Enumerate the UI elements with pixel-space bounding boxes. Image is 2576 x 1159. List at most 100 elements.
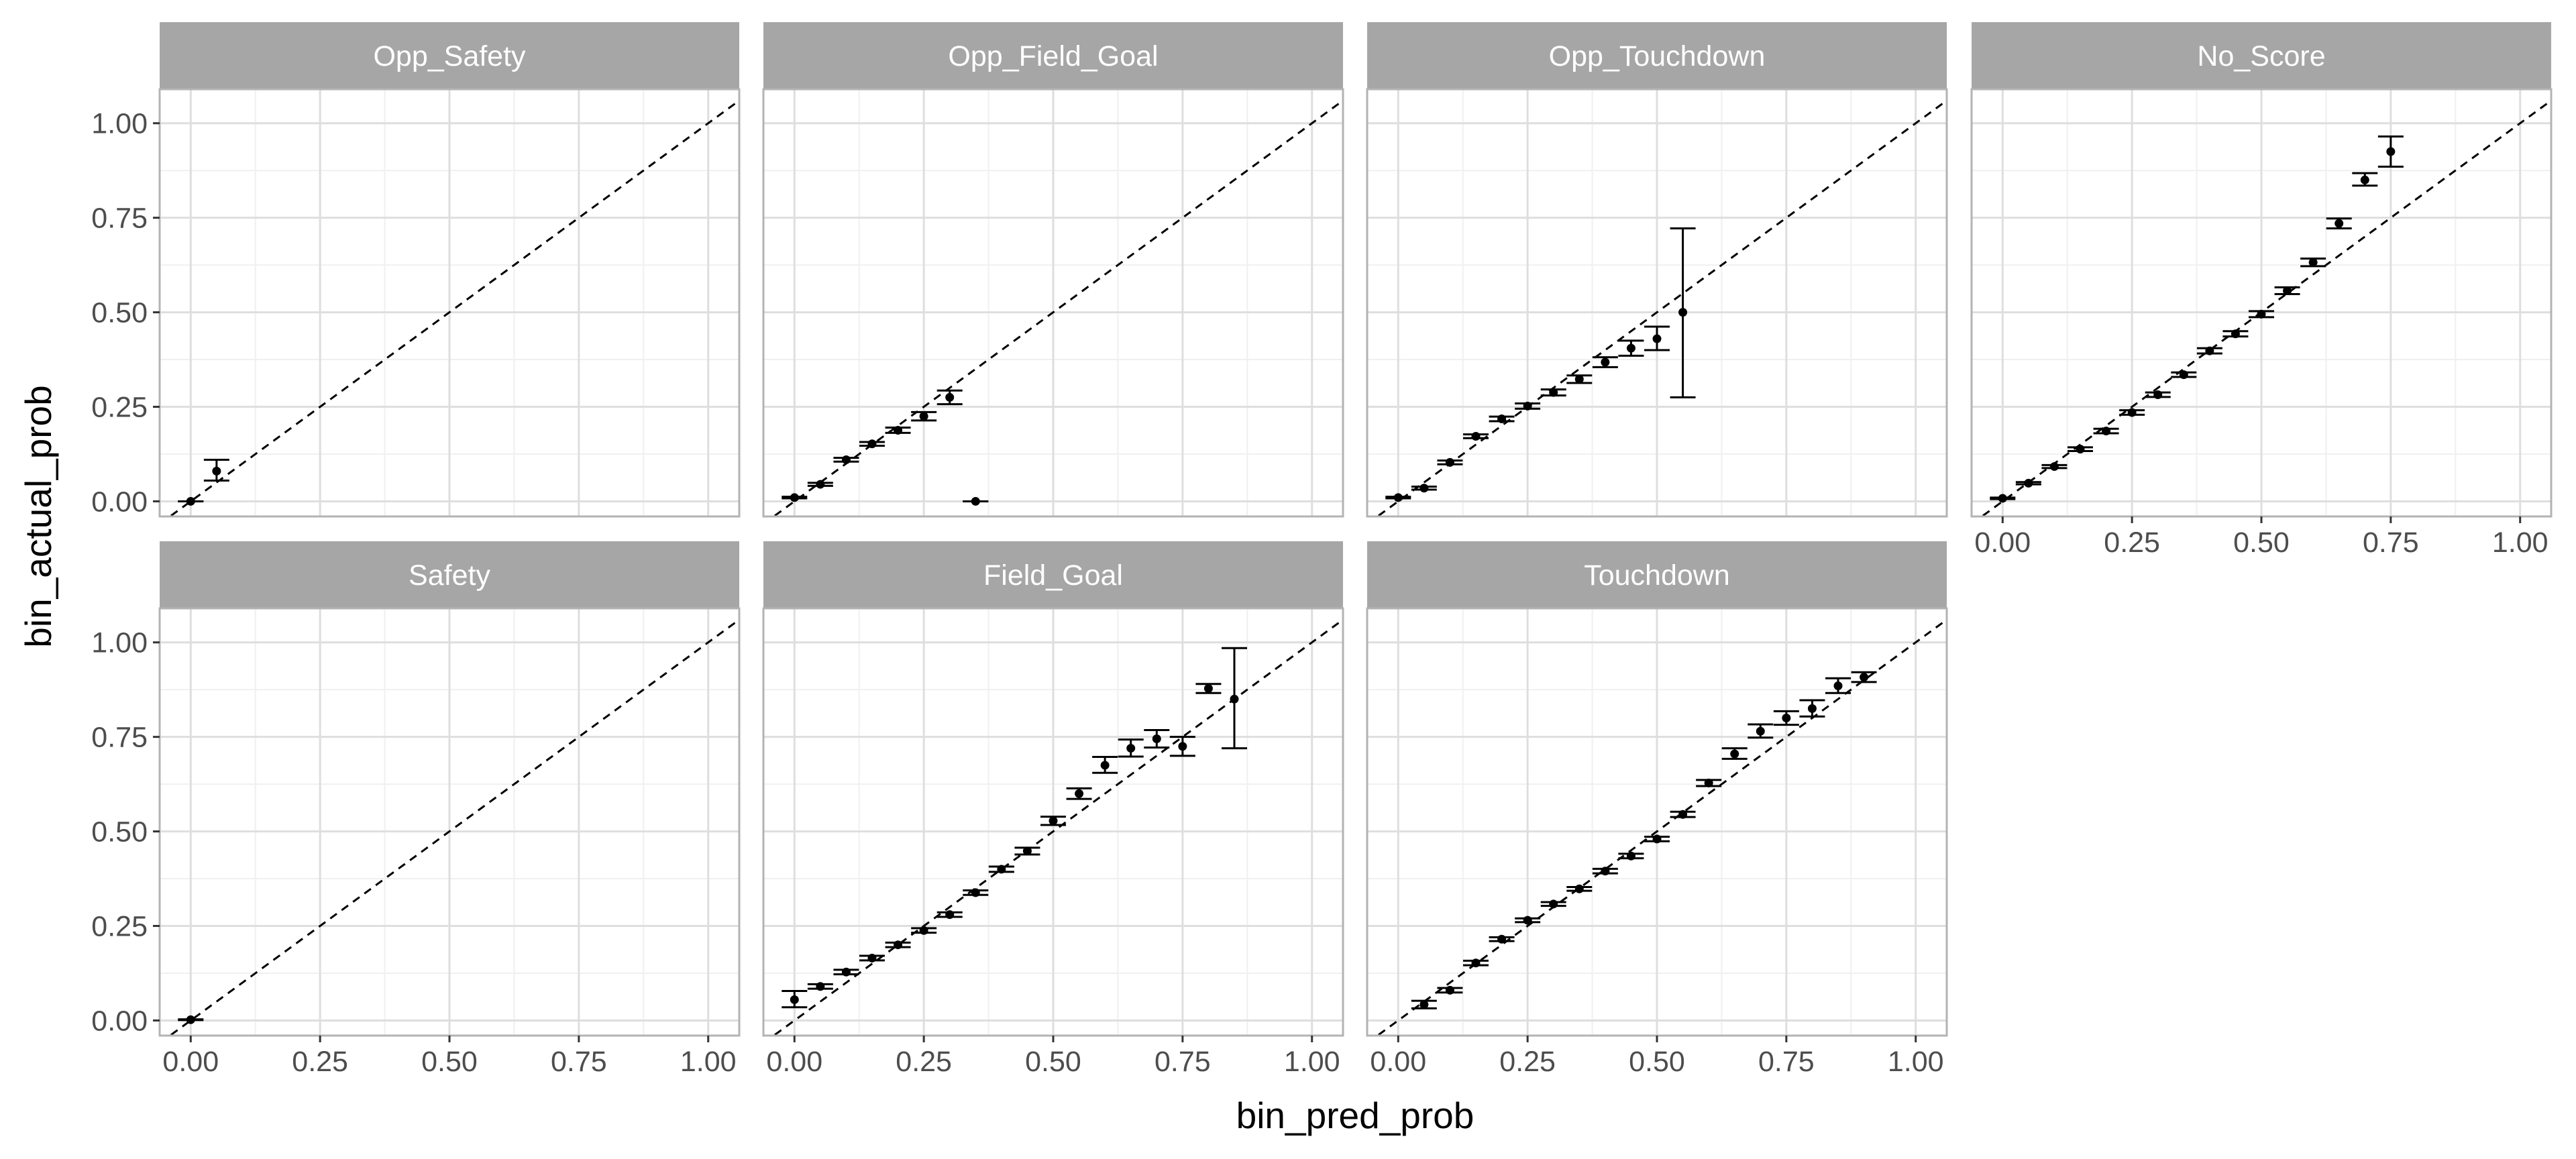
facet-strip-label: Safety <box>409 559 490 592</box>
data-point <box>1860 673 1869 682</box>
data-point <box>1075 789 1084 798</box>
x-tick-label: 0.75 <box>1758 1046 1815 1078</box>
data-point <box>2127 408 2137 417</box>
panel-field-goal: Field_Goal 0.00 0.25 0.50 0.75 1.00 <box>762 541 1344 1078</box>
y-tick-label: 0.50 <box>91 297 148 329</box>
data-point <box>1652 334 1662 343</box>
panel-opp-field-goal: Opp_Field_Goal <box>762 22 1344 518</box>
x-tick-label: 0.00 <box>1370 1046 1426 1078</box>
data-point <box>212 466 221 476</box>
data-point <box>2308 258 2318 267</box>
y-tick-label: 1.00 <box>91 108 148 140</box>
data-point <box>2049 462 2059 472</box>
reference-line <box>168 99 739 516</box>
data-point <box>2283 286 2292 295</box>
y-tick-label: 1.00 <box>91 627 148 659</box>
facet-strip-label: No_Score <box>2197 40 2325 72</box>
facet-strip-label: Opp_Safety <box>373 40 526 72</box>
facet-strip <box>1972 22 2551 89</box>
data-point <box>1601 357 1610 367</box>
data-point <box>2386 147 2396 156</box>
x-tick-label: 0.50 <box>1629 1046 1685 1078</box>
reference-line <box>1375 99 1947 516</box>
facet-strip <box>160 22 739 89</box>
data-point <box>1497 934 1507 944</box>
data-point <box>1497 415 1507 424</box>
reference-line <box>1980 99 2551 516</box>
data-point <box>1419 1000 1429 1009</box>
data-point <box>1445 457 1454 467</box>
data-point <box>1574 884 1584 893</box>
data-point <box>1523 401 1532 410</box>
y-tick-label: 0.75 <box>91 203 148 235</box>
data-point <box>1049 816 1058 826</box>
data-point <box>1807 704 1817 713</box>
data-point <box>2179 370 2188 380</box>
x-tick-label: 0.25 <box>2104 527 2160 559</box>
reference-line <box>168 618 739 1036</box>
data-point <box>1704 778 1713 787</box>
data-point <box>186 1015 195 1024</box>
x-tick-label: 1.00 <box>1888 1046 1944 1078</box>
data-point <box>2334 219 2344 228</box>
facet-strip <box>1367 22 1947 89</box>
data-point <box>1152 734 1161 743</box>
x-tick-label: 0.00 <box>1974 527 2031 559</box>
data-point <box>1445 985 1454 995</box>
x-tick-label: 0.50 <box>421 1046 478 1078</box>
data-point <box>1471 431 1481 441</box>
y-tick-label: 0.25 <box>91 392 148 424</box>
y-tick-label: 0.00 <box>91 1005 148 1037</box>
data-point <box>1833 681 1843 691</box>
panel-opp-touchdown: Opp_Touchdown <box>1366 22 1948 518</box>
data-point <box>971 888 980 897</box>
x-tick-label: 0.75 <box>551 1046 607 1078</box>
data-point <box>1626 851 1635 861</box>
data-point <box>1100 761 1110 770</box>
data-point <box>2205 346 2214 355</box>
data-point <box>790 493 799 502</box>
x-axis-title: bin_pred_prob <box>1236 1095 1474 1136</box>
facet-strip <box>1367 541 1947 608</box>
data-point <box>1678 810 1688 819</box>
x-tick-label: 1.00 <box>2492 527 2548 559</box>
x-tick-label: 0.75 <box>2363 527 2419 559</box>
panel-no-score: No_Score 0.00 0.25 0.50 0.75 1.00 <box>1970 22 2553 559</box>
x-tick-label: 0.00 <box>766 1046 822 1078</box>
data-point <box>867 953 877 962</box>
data-point <box>841 455 851 464</box>
x-tick-label: 1.00 <box>680 1046 737 1078</box>
x-tick-label: 0.25 <box>896 1046 952 1078</box>
panel-opp-safety: Opp_Safety 0.00 0.25 0.50 0.75 1.00 <box>91 22 741 518</box>
data-point <box>2102 427 2111 436</box>
y-tick-label: 0.75 <box>91 722 148 754</box>
facet-strip <box>763 541 1343 608</box>
y-tick-label: 0.50 <box>91 816 148 848</box>
panel-border <box>1366 88 1948 518</box>
data-point <box>1230 694 1239 704</box>
data-point <box>894 425 903 435</box>
reference-line <box>1375 618 1947 1036</box>
data-point <box>1549 899 1558 909</box>
data-point <box>1652 834 1662 844</box>
data-point <box>2231 329 2240 339</box>
facet-strip-label: Opp_Touchdown <box>1549 40 1766 72</box>
data-point <box>1419 484 1429 493</box>
data-point <box>1678 308 1688 317</box>
data-point <box>997 865 1006 874</box>
x-tick-label: 1.00 <box>1284 1046 1340 1078</box>
data-point <box>1549 388 1558 397</box>
data-point <box>2024 478 2033 488</box>
x-tick-label: 0.50 <box>2233 527 2290 559</box>
data-point <box>919 926 928 935</box>
data-point <box>2153 390 2163 399</box>
data-point <box>1178 742 1187 751</box>
data-point <box>919 412 928 421</box>
data-point <box>1393 493 1403 502</box>
data-point <box>1203 684 1213 694</box>
facet-strip-label: Touchdown <box>1584 559 1730 592</box>
x-tick-label: 0.25 <box>292 1046 348 1078</box>
facet-strip-label: Opp_Field_Goal <box>948 40 1158 72</box>
data-point <box>894 940 903 950</box>
